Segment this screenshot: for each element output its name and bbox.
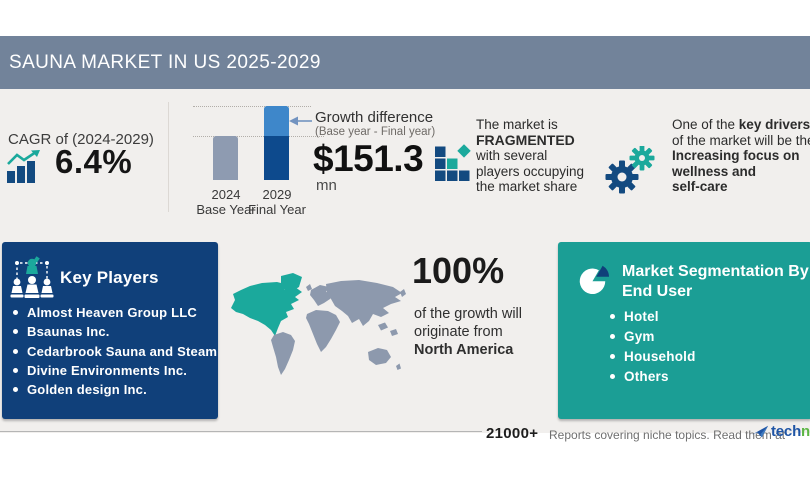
fragmented-line: the market share xyxy=(476,179,578,195)
region-name: North America xyxy=(414,342,514,359)
bar-2029-growth-segment xyxy=(264,106,289,136)
bullet-dot xyxy=(610,373,615,379)
driver-line: wellness and xyxy=(672,163,757,179)
driver-line: Increasing focus on xyxy=(672,148,800,164)
pie-chart-icon xyxy=(579,265,609,295)
key-players-list: Almost Heaven Group LLC Bsaunas Inc. Ced… xyxy=(13,303,217,399)
fragmented-keyword: FRAGMENTED xyxy=(476,131,575,148)
bullet-dot xyxy=(13,329,18,335)
chess-players-icon xyxy=(10,256,54,298)
growth-difference-subtitle: (Base year - Final year) xyxy=(315,126,436,138)
bullet-dot xyxy=(13,348,18,354)
fragmented-line: players occupying xyxy=(476,163,585,179)
footer-tagline: Reports covering niche topics. Read them… xyxy=(549,428,786,442)
bullet-dot xyxy=(13,387,18,393)
key-players-title: Key Players xyxy=(60,268,159,287)
technavio-arrow-icon xyxy=(751,425,769,437)
driver-line: self-care xyxy=(672,179,728,195)
x-tick-2024: 2024 xyxy=(211,187,241,202)
guide-line-base xyxy=(193,136,324,137)
x-label-base-year: Base Year xyxy=(196,202,256,217)
bar-chart-up-arrow-icon xyxy=(7,150,40,183)
segmentation-title: Market Segmentation By End User xyxy=(622,263,809,300)
report-count: 21000+ xyxy=(486,425,539,442)
section-divider xyxy=(168,102,169,212)
list-item: Almost Heaven Group LLC xyxy=(13,303,217,322)
list-item: Gym xyxy=(610,326,696,346)
bullet-dot xyxy=(610,313,615,319)
fragmented-text: The market is FRAGMENTED with several pl… xyxy=(476,117,584,195)
regional-percent: 100% xyxy=(412,250,505,291)
bullet-dot xyxy=(610,353,615,359)
footer-divider xyxy=(0,431,482,432)
list-item: Golden design Inc. xyxy=(13,380,217,399)
x-label-final-year: Final Year xyxy=(248,202,306,217)
guide-line-final xyxy=(193,106,311,107)
growth-difference-title: Growth difference xyxy=(315,109,434,126)
bar-2024-base-year xyxy=(213,136,238,180)
growth-difference-unit: mn xyxy=(316,177,337,194)
fragment-squares-icon xyxy=(435,144,471,181)
driver-line: of the market will be the xyxy=(672,132,810,148)
world-map-north-america-highlight xyxy=(231,273,406,375)
page-title: SAUNA MARKET IN US 2025-2029 xyxy=(9,51,321,73)
fragmented-line: The market is xyxy=(476,117,558,132)
list-item: Divine Environments Inc. xyxy=(13,361,217,380)
list-item: Cedarbrook Sauna and Steam xyxy=(13,342,217,361)
technavio-logo[interactable]: technavio xyxy=(751,423,810,440)
list-item: Household xyxy=(610,346,696,366)
cagr-value: 6.4% xyxy=(55,143,133,180)
list-item: Hotel xyxy=(610,306,696,326)
growth-difference-arrow-icon xyxy=(289,116,312,126)
key-driver-text: One of the key drivers of the market wil… xyxy=(672,117,810,195)
bullet-dot xyxy=(13,310,18,316)
brand-part-tech: tech xyxy=(771,423,802,440)
gears-icon xyxy=(605,146,655,194)
x-tick-2029: 2029 xyxy=(262,187,292,202)
segmentation-list: Hotel Gym Household Others xyxy=(610,306,696,386)
list-item: Bsaunas Inc. xyxy=(13,322,217,341)
bullet-dot xyxy=(610,333,615,339)
driver-line: One of the key drivers xyxy=(672,117,810,132)
list-item: Others xyxy=(610,366,696,386)
cagr-label: CAGR of (2024-2029) xyxy=(8,131,154,148)
fragmented-line: with several xyxy=(476,148,548,164)
key-players-box xyxy=(2,242,218,419)
growth-difference-value: $151.3 xyxy=(313,138,424,179)
header-bar: SAUNA MARKET IN US 2025-2029 xyxy=(0,36,810,89)
brand-part-navio: navio xyxy=(801,423,810,440)
regional-text: of the growth will originate from North … xyxy=(414,306,522,359)
bar-2029-base-segment xyxy=(264,136,289,180)
bullet-dot xyxy=(13,368,18,374)
